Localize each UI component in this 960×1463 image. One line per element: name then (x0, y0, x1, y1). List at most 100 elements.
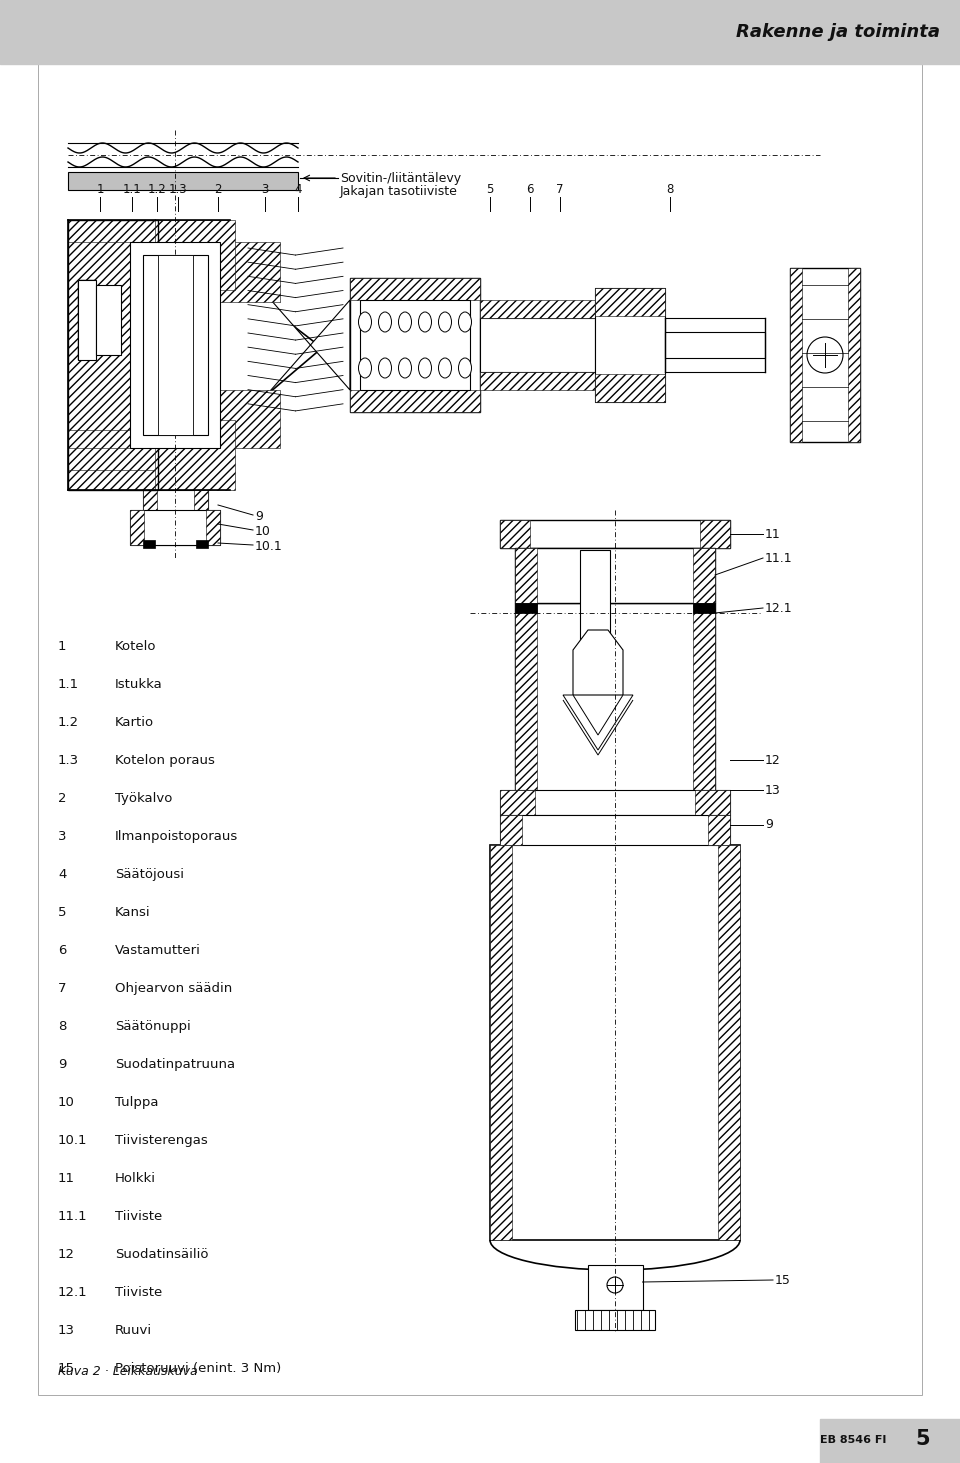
Polygon shape (220, 241, 350, 448)
Ellipse shape (358, 358, 372, 377)
Ellipse shape (419, 358, 431, 377)
Bar (155, 219, 235, 290)
Ellipse shape (419, 312, 431, 332)
Text: 2: 2 (58, 791, 66, 805)
Bar (480, 317, 595, 372)
Text: 5: 5 (916, 1429, 930, 1448)
Bar (206, 511, 220, 546)
Text: 2: 2 (214, 183, 222, 196)
Text: 1.2: 1.2 (148, 183, 166, 196)
Bar (515, 549, 715, 603)
Bar (515, 549, 537, 603)
Bar (595, 288, 665, 316)
Bar (708, 815, 730, 846)
Bar (220, 391, 280, 448)
Bar (155, 420, 235, 490)
Text: 9: 9 (58, 1058, 66, 1071)
Polygon shape (573, 631, 623, 695)
Text: Työkalvo: Työkalvo (115, 791, 173, 805)
Bar (68, 430, 158, 490)
Text: Tiivisterengas: Tiivisterengas (115, 1134, 207, 1147)
Text: 10: 10 (58, 1096, 75, 1109)
Text: 11.1: 11.1 (58, 1210, 87, 1223)
Bar (68, 448, 228, 470)
Text: Ilmanpoistoporaus: Ilmanpoistoporaus (115, 830, 238, 843)
Text: 5: 5 (58, 906, 66, 919)
Ellipse shape (459, 312, 471, 332)
Text: 15: 15 (775, 1273, 791, 1286)
Text: Tulppa: Tulppa (115, 1096, 158, 1109)
Text: Istukka: Istukka (115, 677, 163, 691)
Ellipse shape (358, 312, 372, 332)
Bar (480, 372, 595, 391)
Text: 15: 15 (58, 1362, 75, 1375)
Bar (695, 790, 730, 815)
Bar (143, 490, 208, 546)
Text: Suodatinsäiliö: Suodatinsäiliö (115, 1248, 208, 1261)
Bar (480, 300, 595, 317)
Bar (665, 332, 765, 358)
Text: 4: 4 (58, 868, 66, 881)
Bar (500, 790, 730, 815)
Bar (500, 790, 535, 815)
Bar (588, 1265, 642, 1309)
Bar (143, 490, 157, 546)
Text: 1: 1 (96, 183, 104, 196)
Text: Vastamutteri: Vastamutteri (115, 944, 201, 957)
Text: Jakajan tasotiiviste: Jakajan tasotiiviste (340, 184, 458, 198)
Text: Kuva 2 · Leikkauskuva: Kuva 2 · Leikkauskuva (58, 1365, 198, 1378)
Bar (158, 255, 193, 435)
Text: Säätöjousi: Säätöjousi (115, 868, 184, 881)
Text: 11: 11 (765, 528, 780, 540)
Text: 1.3: 1.3 (169, 183, 187, 196)
Bar (500, 815, 730, 846)
Bar (68, 219, 158, 490)
Text: Suodatinpatruuna: Suodatinpatruuna (115, 1058, 235, 1071)
Bar (490, 846, 740, 1241)
Text: 10: 10 (255, 525, 271, 538)
Text: Tiiviste: Tiiviste (115, 1286, 162, 1299)
Bar (0, 0, 960, 64)
Text: 6: 6 (58, 944, 66, 957)
Bar (848, 268, 860, 442)
Text: 1.1: 1.1 (58, 677, 79, 691)
Text: 12.1: 12.1 (765, 601, 793, 614)
Bar (595, 375, 665, 402)
Bar (718, 846, 740, 1241)
Text: 13: 13 (765, 784, 780, 796)
Bar (790, 268, 802, 442)
Text: 1.3: 1.3 (58, 753, 79, 767)
Text: Tiiviste: Tiiviste (115, 1210, 162, 1223)
Text: 9: 9 (255, 511, 263, 522)
Text: 3: 3 (261, 183, 269, 196)
Bar (68, 173, 298, 190)
Bar (500, 519, 530, 549)
Text: 8: 8 (666, 183, 674, 196)
Text: 3: 3 (58, 830, 66, 843)
Text: Ruuvi: Ruuvi (115, 1324, 152, 1337)
Bar (68, 219, 228, 241)
Bar (515, 603, 715, 824)
Text: EB 8546 FI: EB 8546 FI (820, 1435, 886, 1445)
Bar (350, 278, 480, 413)
Ellipse shape (439, 312, 451, 332)
Bar (602, 550, 610, 650)
Ellipse shape (378, 312, 392, 332)
Text: 6: 6 (526, 183, 534, 196)
Polygon shape (155, 219, 390, 490)
Text: 1: 1 (58, 639, 66, 652)
Text: 9: 9 (765, 818, 773, 831)
Bar (693, 603, 715, 824)
Bar (580, 550, 610, 650)
Bar (490, 846, 512, 1241)
Text: 7: 7 (58, 982, 66, 995)
Bar (515, 603, 537, 613)
Text: 5: 5 (487, 183, 493, 196)
Text: 7: 7 (556, 183, 564, 196)
Bar (500, 815, 522, 846)
Ellipse shape (398, 312, 412, 332)
Text: 12: 12 (765, 753, 780, 767)
Bar (580, 550, 588, 650)
Bar (196, 540, 208, 549)
Text: 12.1: 12.1 (58, 1286, 87, 1299)
